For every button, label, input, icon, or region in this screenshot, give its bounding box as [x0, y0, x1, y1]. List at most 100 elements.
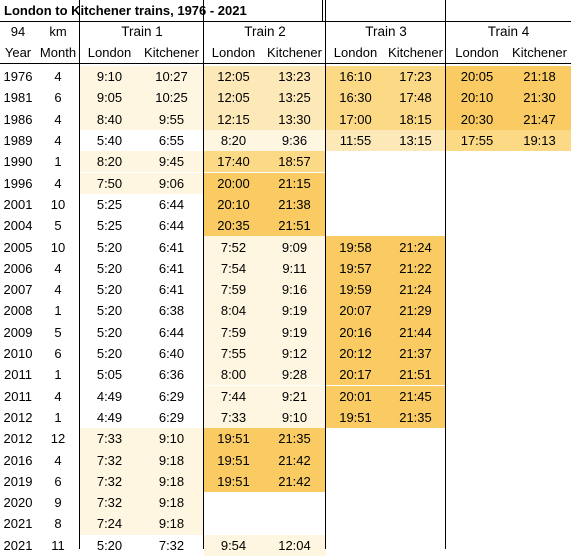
cell-london-train-3 [326, 449, 385, 471]
cell-kitchener-train-3 [385, 193, 446, 216]
cell-kitchener-train-4 [508, 172, 571, 194]
cell-kitchener-train-4 [508, 300, 571, 322]
cell-london-train-3: 20:01 [326, 385, 385, 407]
cell-kitchener-train-2: 21:35 [263, 428, 326, 450]
cell-london-train-1: 5:20 [80, 236, 139, 258]
cell-kitchener-train-4 [508, 364, 571, 386]
cell-london-train-2: 7:54 [204, 257, 263, 279]
cell-kitchener-train-3: 17:23 [385, 66, 446, 88]
cell-kitchener-train-4 [508, 151, 571, 173]
cell-london-train-3: 20:17 [326, 364, 385, 386]
cell-kitchener-train-2: 12:04 [263, 534, 326, 556]
cell-kitchener-train-1: 9:18 [139, 513, 204, 535]
cell-kitchener-train-4: 19:13 [508, 129, 571, 152]
header-col-3: Kitchener [144, 45, 199, 60]
cell-london-train-1: 5:20 [80, 342, 139, 365]
cell-london-train-1: 4:49 [80, 385, 139, 407]
cell-kitchener-train-1: 6:55 [139, 129, 204, 152]
cell-kitchener-train-2: 18:57 [263, 151, 326, 173]
cell-london-train-3 [326, 193, 385, 216]
cell-year: 2004 [3, 218, 33, 234]
cell-london-train-4 [446, 428, 508, 450]
cell-year: 2019 [3, 473, 33, 489]
cell-london-train-1: 5:20 [80, 321, 139, 343]
cell-london-train-2: 7:55 [204, 342, 263, 365]
cell-kitchener-train-1: 9:18 [139, 449, 204, 471]
cell-kitchener-train-4 [508, 534, 571, 556]
cell-london-train-1: 5:40 [80, 129, 139, 152]
cell-kitchener-train-1: 6:29 [139, 385, 204, 407]
cell-kitchener-train-4 [508, 492, 571, 514]
cell-month: 1 [54, 154, 62, 170]
cell-kitchener-train-3 [385, 428, 446, 450]
header-distance-unit: km [49, 24, 67, 39]
cell-london-train-4 [446, 342, 508, 365]
header-train-2: Train 2 [244, 24, 286, 39]
cell-london-train-2: 8:20 [204, 129, 263, 152]
cell-kitchener-train-2 [263, 492, 326, 514]
cell-year: 2012 [3, 409, 33, 425]
cell-kitchener-train-2: 9:12 [263, 342, 326, 365]
cell-london-train-4 [446, 470, 508, 492]
cell-london-train-3: 19:57 [326, 257, 385, 279]
cell-year: 2020 [3, 495, 33, 511]
cell-kitchener-train-1: 7:32 [139, 534, 204, 556]
cell-london-train-1: 5:25 [80, 193, 139, 216]
cell-london-train-3 [326, 534, 385, 556]
cell-month: 1 [54, 409, 62, 425]
cell-month: 4 [54, 282, 62, 298]
header-col-2: London [87, 45, 132, 60]
cell-london-train-2: 7:59 [204, 279, 263, 301]
cell-london-train-3: 20:12 [326, 342, 385, 365]
cell-kitchener-train-1: 9:55 [139, 108, 204, 130]
cell-month: 4 [54, 175, 62, 191]
cell-london-train-3 [326, 428, 385, 450]
cell-month: 6 [54, 90, 62, 106]
cell-london-train-4 [446, 172, 508, 194]
cell-london-train-1: 5:20 [80, 300, 139, 322]
cell-kitchener-train-3: 21:24 [385, 236, 446, 258]
cell-kitchener-train-2: 9:19 [263, 321, 326, 343]
cell-year: 1990 [3, 154, 33, 170]
cell-kitchener-train-2: 9:10 [263, 406, 326, 429]
cell-london-train-4 [446, 406, 508, 429]
cell-kitchener-train-4 [508, 236, 571, 258]
cell-london-train-4: 20:05 [446, 66, 508, 88]
cell-kitchener-train-1: 10:25 [139, 87, 204, 109]
cell-london-train-4 [446, 385, 508, 407]
cell-year: 1996 [3, 175, 33, 191]
header-col-6: London [333, 45, 378, 60]
cell-london-train-3 [326, 215, 385, 237]
cell-london-train-4 [446, 193, 508, 216]
cell-kitchener-train-3: 21:37 [385, 342, 446, 365]
cell-kitchener-train-3 [385, 449, 446, 471]
cell-kitchener-train-4 [508, 406, 571, 429]
cell-year: 2021 [3, 516, 33, 532]
cell-london-train-3: 17:00 [326, 108, 385, 130]
header-distance-value: 94 [10, 24, 26, 39]
cell-kitchener-train-2 [263, 513, 326, 535]
cell-kitchener-train-4: 21:30 [508, 87, 571, 109]
cell-kitchener-train-3: 21:22 [385, 257, 446, 279]
cell-london-train-4 [446, 257, 508, 279]
header-col-8: London [455, 45, 499, 60]
cell-kitchener-train-1: 6:36 [139, 364, 204, 386]
header-col-9: Kitchener [512, 45, 567, 60]
title-underline [0, 21, 571, 22]
cell-london-train-3 [326, 151, 385, 173]
header-train-3: Train 3 [365, 24, 407, 39]
cell-kitchener-train-1: 9:06 [139, 172, 204, 194]
cell-kitchener-train-3 [385, 534, 446, 556]
cell-kitchener-train-1: 9:10 [139, 428, 204, 450]
cell-year: 2012 [3, 431, 33, 447]
cell-kitchener-train-1: 6:38 [139, 300, 204, 322]
cell-london-train-2: 12:05 [204, 66, 263, 88]
cell-month: 6 [54, 473, 62, 489]
cell-year: 1981 [3, 90, 33, 106]
cell-month: 9 [54, 495, 62, 511]
cell-month: 1 [54, 303, 62, 319]
header-train-4: Train 4 [487, 24, 530, 39]
cell-london-train-1: 7:33 [80, 428, 139, 450]
cell-london-train-2: 19:51 [204, 428, 263, 450]
